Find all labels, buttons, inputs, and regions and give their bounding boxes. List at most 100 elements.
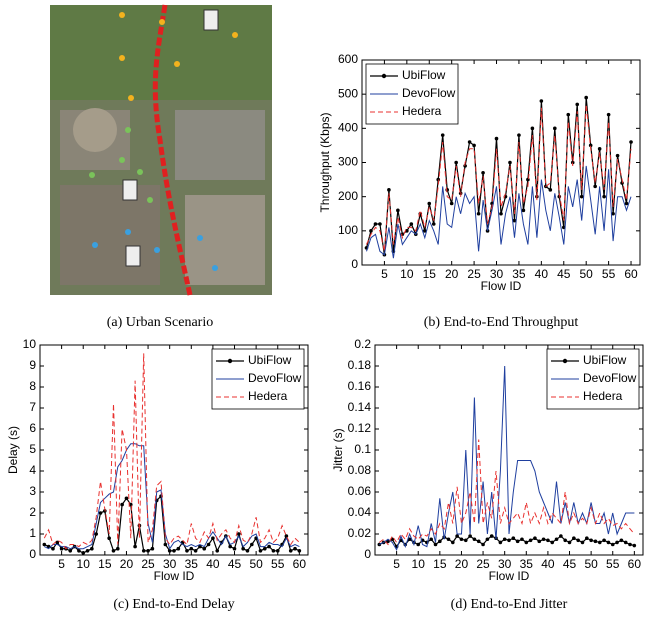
- series-marker: [549, 188, 553, 192]
- series-marker: [202, 547, 206, 551]
- series-marker: [272, 549, 276, 553]
- y-tick-label: 0.18: [348, 358, 372, 372]
- series-marker: [553, 127, 557, 131]
- series-marker: [584, 96, 588, 100]
- x-tick-label: 60: [293, 557, 307, 571]
- y-tick-label: 10: [23, 337, 37, 351]
- series-marker: [580, 195, 584, 199]
- round-building: [73, 108, 117, 152]
- series-marker: [503, 537, 507, 541]
- series-marker: [615, 541, 619, 545]
- y-tick-label: 0.08: [348, 463, 372, 477]
- x-tick-label: 15: [423, 267, 437, 281]
- legend-label: Hedera: [248, 389, 288, 403]
- series-marker: [529, 539, 533, 543]
- legend-label: DevoFlow: [583, 371, 637, 385]
- series-marker: [133, 545, 137, 549]
- series-marker: [555, 537, 559, 541]
- series-marker: [151, 547, 155, 551]
- series-marker: [598, 541, 602, 545]
- y-axis-label: Jitter (s): [331, 428, 345, 471]
- series-marker: [432, 222, 436, 226]
- x-tick-label: 45: [557, 267, 571, 281]
- legend-label: DevoFlow: [248, 371, 302, 385]
- series-marker: [233, 547, 237, 551]
- series-marker: [142, 549, 146, 553]
- legend-marker: [563, 359, 567, 363]
- series-marker: [387, 188, 391, 192]
- series-marker: [207, 543, 211, 547]
- series-marker: [594, 540, 598, 544]
- series-marker: [598, 147, 602, 151]
- series-marker: [486, 537, 490, 541]
- building-block: [185, 195, 265, 285]
- y-tick-label: 0.14: [348, 400, 372, 414]
- y-tick-label: 0: [29, 547, 36, 561]
- y-tick-label: 500: [338, 86, 358, 100]
- aerial-image: [50, 5, 272, 295]
- series-marker: [516, 540, 520, 544]
- series-marker: [481, 171, 485, 175]
- series-marker: [628, 543, 632, 547]
- x-axis-label: Flow ID: [489, 569, 530, 583]
- series-marker: [468, 534, 472, 538]
- series-marker: [185, 549, 189, 553]
- series-marker: [94, 532, 98, 536]
- x-tick-label: 15: [433, 557, 447, 571]
- x-tick-label: 5: [58, 557, 65, 571]
- y-tick-label: 0.1: [354, 442, 371, 456]
- series-marker: [542, 537, 546, 541]
- x-tick-label: 10: [400, 267, 414, 281]
- x-tick-label: 20: [445, 267, 459, 281]
- y-tick-label: 1: [29, 526, 36, 540]
- series-marker: [441, 133, 445, 137]
- series-marker: [568, 541, 572, 545]
- series-marker: [125, 497, 129, 501]
- series-marker: [495, 137, 499, 141]
- series-marker: [546, 539, 550, 543]
- y-tick-label: 7: [29, 400, 36, 414]
- x-tick-label: 45: [228, 557, 242, 571]
- y-tick-label: 0.2: [354, 337, 371, 351]
- x-tick-label: 40: [541, 557, 555, 571]
- x-tick-label: 25: [467, 267, 481, 281]
- y-tick-label: 0: [364, 547, 371, 561]
- x-axis-label: Flow ID: [481, 279, 522, 293]
- series-marker: [585, 536, 589, 540]
- series-marker: [211, 536, 215, 540]
- series-marker: [146, 549, 150, 553]
- series-marker: [589, 539, 593, 543]
- series-marker: [215, 549, 219, 553]
- series-marker: [410, 222, 414, 226]
- x-tick-label: 60: [624, 267, 638, 281]
- series-marker: [164, 543, 168, 547]
- series-marker: [472, 144, 476, 148]
- series-marker: [68, 549, 72, 553]
- legend-marker: [228, 359, 232, 363]
- series-marker: [434, 543, 438, 547]
- series-marker: [259, 549, 263, 553]
- x-tick-label: 40: [535, 267, 549, 281]
- series-marker: [451, 541, 455, 545]
- building-block: [175, 110, 265, 180]
- y-tick-label: 100: [338, 223, 358, 237]
- series-marker: [507, 539, 511, 543]
- series-line: [44, 444, 299, 549]
- x-tick-label: 55: [606, 557, 620, 571]
- series-marker: [246, 549, 250, 553]
- series-marker: [86, 549, 90, 553]
- series-marker: [537, 540, 541, 544]
- series-marker: [602, 539, 606, 543]
- series-marker: [624, 541, 628, 545]
- y-axis-label: Throughput (Kbps): [318, 112, 332, 212]
- y-tick-label: 8: [29, 379, 36, 393]
- series-marker: [438, 540, 442, 544]
- y-tick-label: 0.16: [348, 379, 372, 393]
- series-marker: [460, 537, 464, 541]
- series-marker: [378, 222, 382, 226]
- series-marker: [263, 547, 267, 551]
- y-tick-label: 0.12: [348, 421, 372, 435]
- legend-label: UbiFlow: [583, 353, 627, 367]
- x-tick-label: 10: [77, 557, 91, 571]
- x-tick-label: 50: [249, 557, 263, 571]
